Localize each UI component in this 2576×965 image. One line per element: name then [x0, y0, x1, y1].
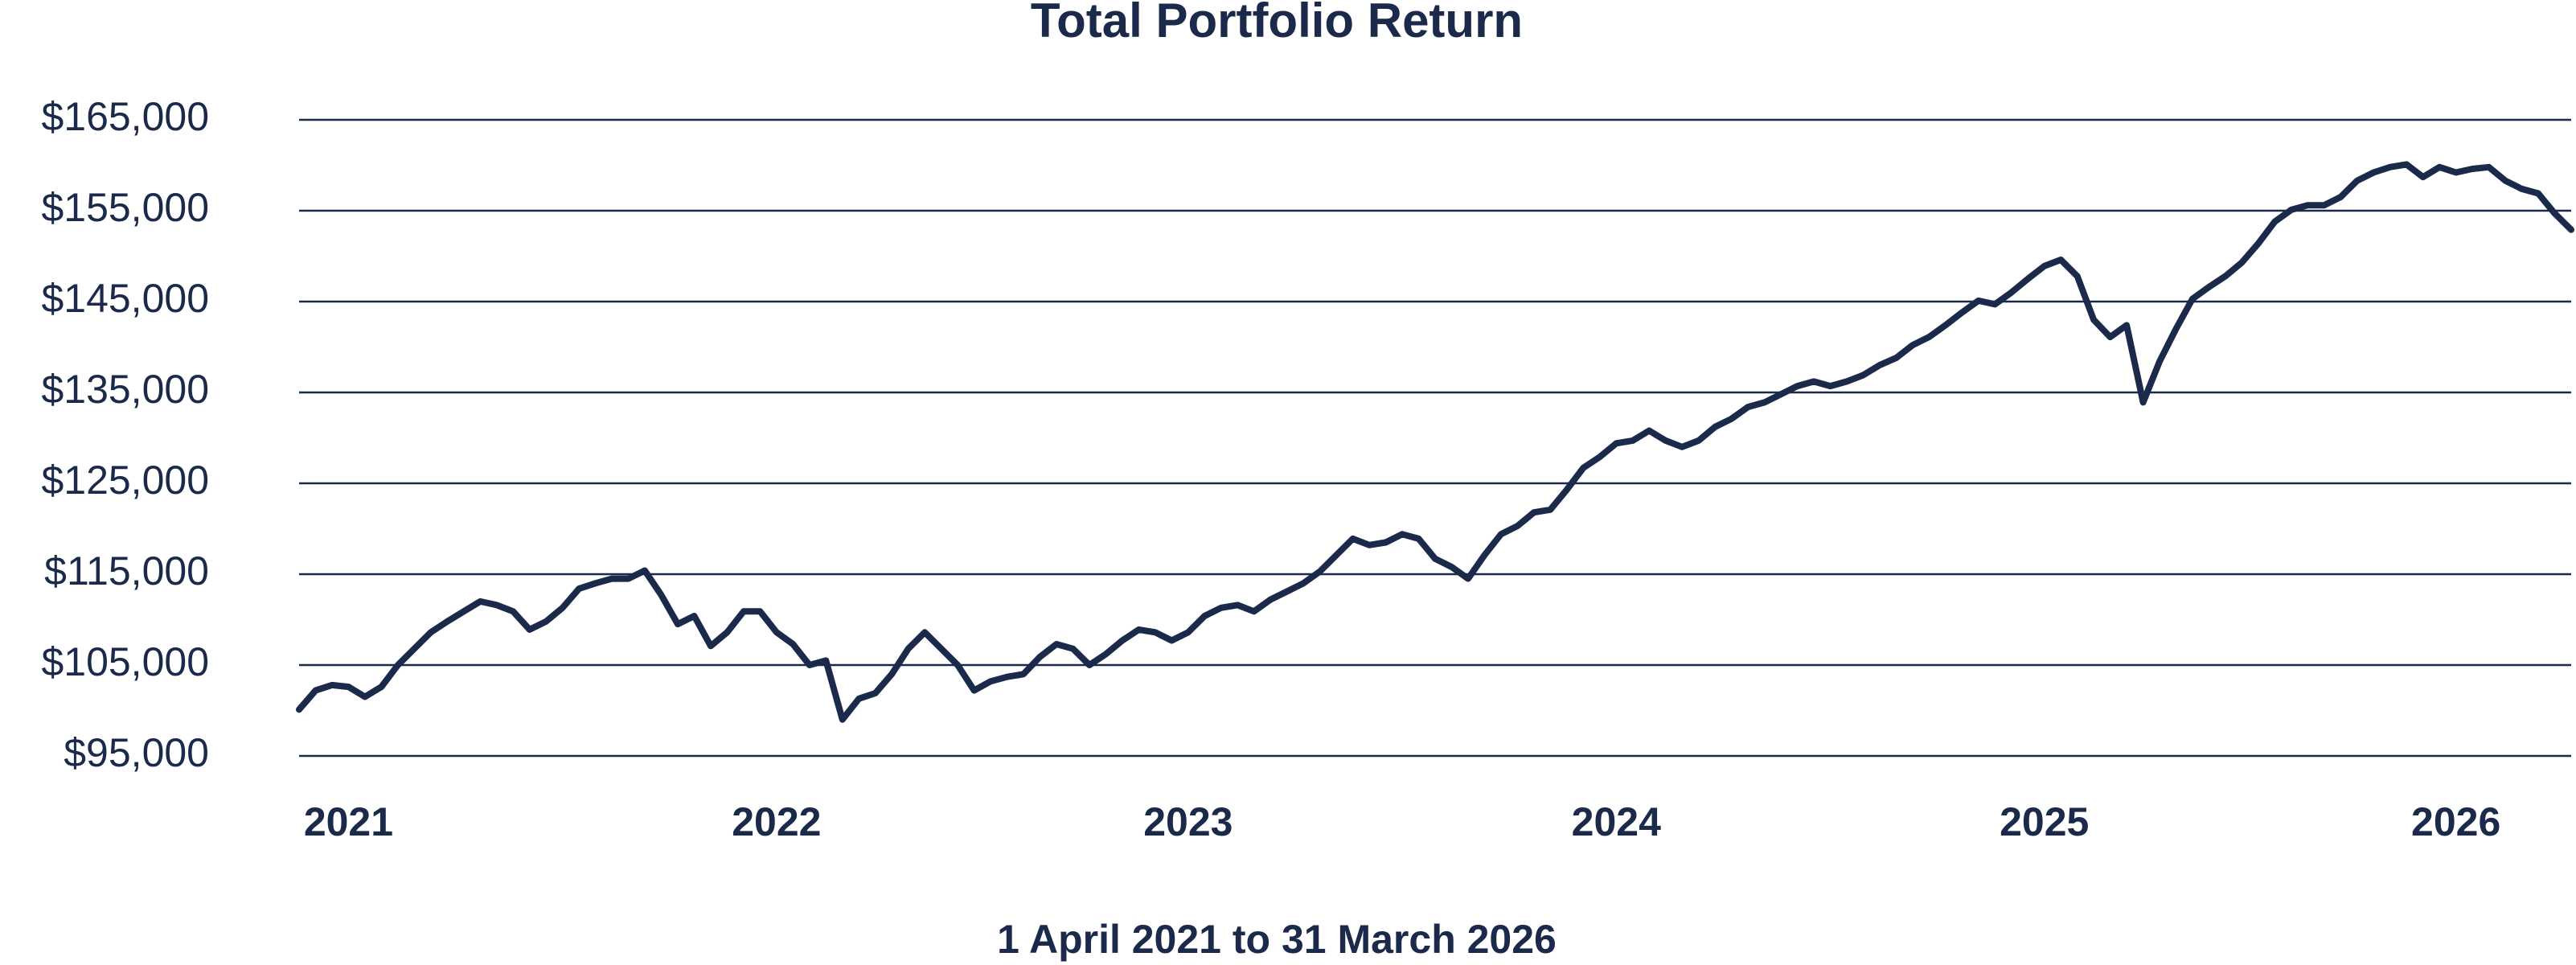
data-line	[296, 161, 2574, 723]
x-tick-label: 2026	[2411, 799, 2500, 844]
y-tick-label: $115,000	[44, 548, 209, 593]
x-tick-label: 2021	[304, 799, 393, 844]
chart-title: Total Portfolio Return	[1031, 0, 1523, 47]
x-tick-label: 2023	[1143, 799, 1233, 844]
y-tick-label: $105,000	[41, 639, 209, 684]
y-tick-label: $125,000	[41, 458, 209, 503]
x-tick-label: 2025	[2000, 799, 2089, 844]
y-tick-label: $95,000	[64, 730, 209, 775]
y-tick-label: $135,000	[41, 367, 209, 412]
x-tick-label: 2022	[732, 799, 821, 844]
x-tick-label: 2024	[1572, 799, 1661, 844]
y-tick-label: $165,000	[41, 94, 209, 139]
x-axis-label: 1 April 2021 to 31 March 2026	[997, 917, 1557, 962]
y-tick-label: $155,000	[41, 185, 209, 230]
y-tick-label: $145,000	[41, 276, 209, 321]
